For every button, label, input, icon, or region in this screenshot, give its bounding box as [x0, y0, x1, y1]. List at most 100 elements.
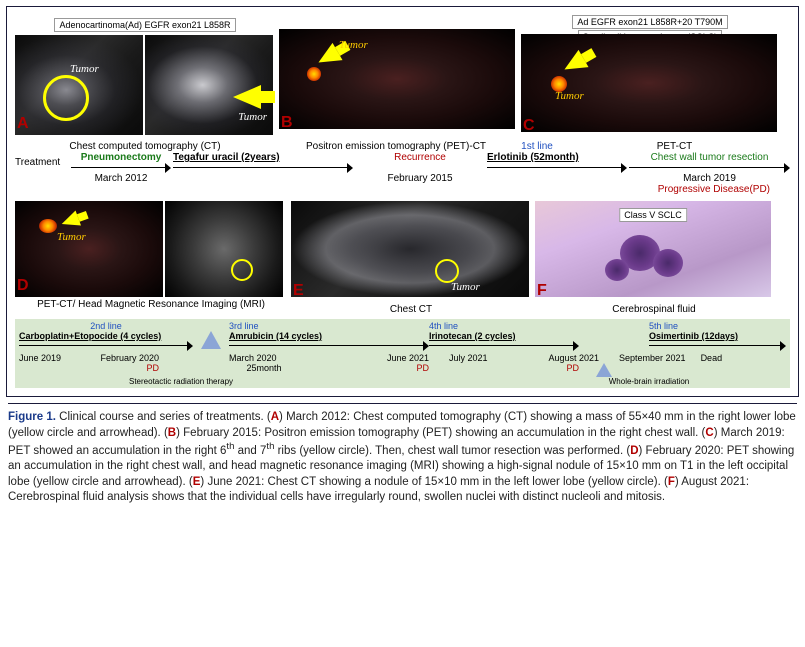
timeline-top: Treatment Pneumonectomy Tegafur uracil (…	[15, 152, 790, 173]
figure-caption: Figure 1. Clinical course and series of …	[8, 403, 797, 506]
first-line-label: 1st line	[517, 141, 557, 152]
tumor-label: Tumor	[70, 63, 99, 75]
srt: Stereotactic radiation therapy	[129, 377, 289, 386]
d4: July 2021	[449, 353, 509, 363]
timeline-arrow-icon	[429, 341, 579, 351]
figure-container: Adenocartinoma(Ad) EGFR exon21 L858R A T…	[6, 6, 799, 397]
d3b: June 2021	[299, 353, 429, 363]
pd2: PD	[19, 363, 159, 373]
progressive-disease: Progressive Disease(PD)	[658, 184, 770, 195]
panel-E-caption: Chest CT	[291, 304, 531, 315]
panel-D-mri	[165, 201, 283, 297]
panel-E-ct: Tumor	[291, 201, 529, 297]
dur3: 25month	[229, 363, 299, 373]
carbo-etop: Carboplatin+Etopocide (4 cycles)	[19, 331, 193, 341]
panel-D-pet: Tumor	[15, 201, 163, 297]
pneumonectomy: Pneumonectomy	[71, 152, 171, 163]
yellow-circle-icon	[231, 259, 253, 281]
panel-F-label: Class V SCLC	[619, 208, 687, 222]
wbi: Whole-brain irradiation	[579, 377, 719, 386]
panel-C-label1: Ad EGFR exon21 L858R+20 T790M	[572, 15, 727, 29]
panel-F-caption: Cerebrospinal fluid	[535, 304, 773, 315]
tegafur: Tegafur uracil (2years)	[173, 152, 353, 163]
triangle-marker-icon	[596, 363, 612, 377]
undercaption-row1: Chest computed tomography (CT) Positron …	[15, 141, 790, 152]
treatment-label: Treatment	[15, 157, 69, 168]
timeline-arrow-icon	[629, 163, 790, 173]
green-band: 2nd line 3rd line 4th line 5th line Carb…	[15, 319, 790, 388]
date-C: March 2019	[629, 173, 790, 184]
dead: Dead	[701, 353, 723, 363]
yellow-circle-icon	[43, 75, 89, 121]
panel-D-letter: D	[17, 277, 29, 295]
erlotinib: Erlotinib (52month)	[487, 152, 627, 163]
d4b: August 2021	[509, 353, 599, 363]
caption-C2: and 7	[234, 445, 266, 457]
panel-A-letter: A	[17, 115, 29, 133]
line5: 5th line	[649, 321, 786, 331]
bottom-row: D Tumor PET-CT/ Head Magnetic Resonance …	[15, 201, 790, 315]
yellow-arrow-icon	[559, 50, 588, 78]
panel-A-label: Adenocartinoma(Ad) EGFR exon21 L858R	[54, 18, 235, 32]
pet-hotspot	[307, 67, 321, 81]
cytology-cell	[605, 259, 629, 281]
panel-A-caption: Chest computed tomography (CT)	[15, 141, 275, 152]
top-row: Adenocartinoma(Ad) EGFR exon21 L858R A T…	[15, 15, 790, 137]
panel-C-pet: Tumor	[521, 34, 777, 132]
pet-hotspot	[39, 219, 57, 233]
timeline-arrow-icon	[71, 163, 171, 173]
dates-row1: March 2012 February 2015 March 2019	[15, 173, 790, 184]
band-dates: June 2019 February 2020 March 2020 June …	[19, 353, 786, 363]
panel-D-caption: PET-CT/ Head Magnetic Resonance Imaging …	[15, 299, 287, 310]
d2b: February 2020	[79, 353, 159, 363]
timeline-arrow-icon	[649, 341, 786, 351]
line4: 4th line	[429, 321, 579, 331]
date-A: March 2012	[71, 173, 171, 184]
panel-E-letter: E	[293, 282, 304, 300]
panel-A-ct1: Tumor	[15, 35, 143, 135]
tumor-label: Tumor	[339, 39, 368, 51]
panel-D: D Tumor PET-CT/ Head Magnetic Resonance …	[15, 201, 287, 315]
timeline-arrow-icon	[229, 341, 429, 351]
irinotecan: Irinotecan (2 cycles)	[429, 331, 579, 341]
caption-D-letter: D	[630, 445, 638, 457]
tumor-label: Tumor	[451, 281, 480, 293]
tumor-label: Tumor	[555, 90, 584, 102]
panel-B: B Tumor	[279, 15, 517, 137]
caption-A-letter: A	[271, 411, 279, 423]
panel-A-ct2: Tumor	[145, 35, 273, 135]
osimertinib: Osimertinib (12days)	[649, 331, 786, 341]
panel-B-letter: B	[281, 114, 293, 132]
tumor-label: Tumor	[238, 111, 267, 123]
caption-F-letter: F	[668, 476, 675, 488]
panel-F-cytology: Class V SCLC	[535, 201, 771, 297]
d2a: June 2019	[19, 353, 79, 363]
line2: 2nd line	[19, 321, 193, 331]
timeline-arrow-icon	[19, 341, 193, 351]
panel-B-caption: Positron emission tomography (PET)-CT	[277, 141, 515, 152]
band-pd: PD 25month PD PD	[19, 363, 786, 377]
pd-row1: Progressive Disease(PD)	[15, 184, 790, 195]
caption-C3: ribs (yellow circle). Then, chest wall t…	[274, 445, 626, 457]
triangle-marker-icon	[201, 331, 221, 349]
timeline-arrow-icon	[487, 163, 627, 173]
tumor-label: Tumor	[57, 231, 86, 243]
band-treatments: Carboplatin+Etopocide (4 cycles) Amrubic…	[19, 331, 786, 351]
band-therapy-notes: Stereotactic radiation therapy Whole-bra…	[19, 377, 786, 386]
panel-C: Ad EGFR exon21 L858R+20 T790M Small cell…	[521, 15, 779, 137]
caption-B: February 2015: Positron emission tomogra…	[180, 427, 702, 439]
panel-B-pet: Tumor	[279, 29, 515, 129]
panel-C-letter: C	[523, 117, 535, 135]
caption-figlabel: Figure 1.	[8, 411, 56, 423]
recurrence: Recurrence	[355, 152, 485, 163]
panel-A: Adenocartinoma(Ad) EGFR exon21 L858R A T…	[15, 15, 275, 137]
panel-F-letter: F	[537, 282, 547, 300]
yellow-circle-icon	[435, 259, 459, 283]
caption-C-letter: C	[705, 427, 713, 439]
d3: March 2020	[229, 353, 299, 363]
band-lines: 2nd line 3rd line 4th line 5th line	[19, 321, 786, 331]
d5: September 2021	[619, 353, 686, 363]
date-B: February 2015	[355, 173, 485, 184]
line3: 3rd line	[229, 321, 429, 331]
panel-C-caption: PET-CT	[559, 141, 790, 152]
